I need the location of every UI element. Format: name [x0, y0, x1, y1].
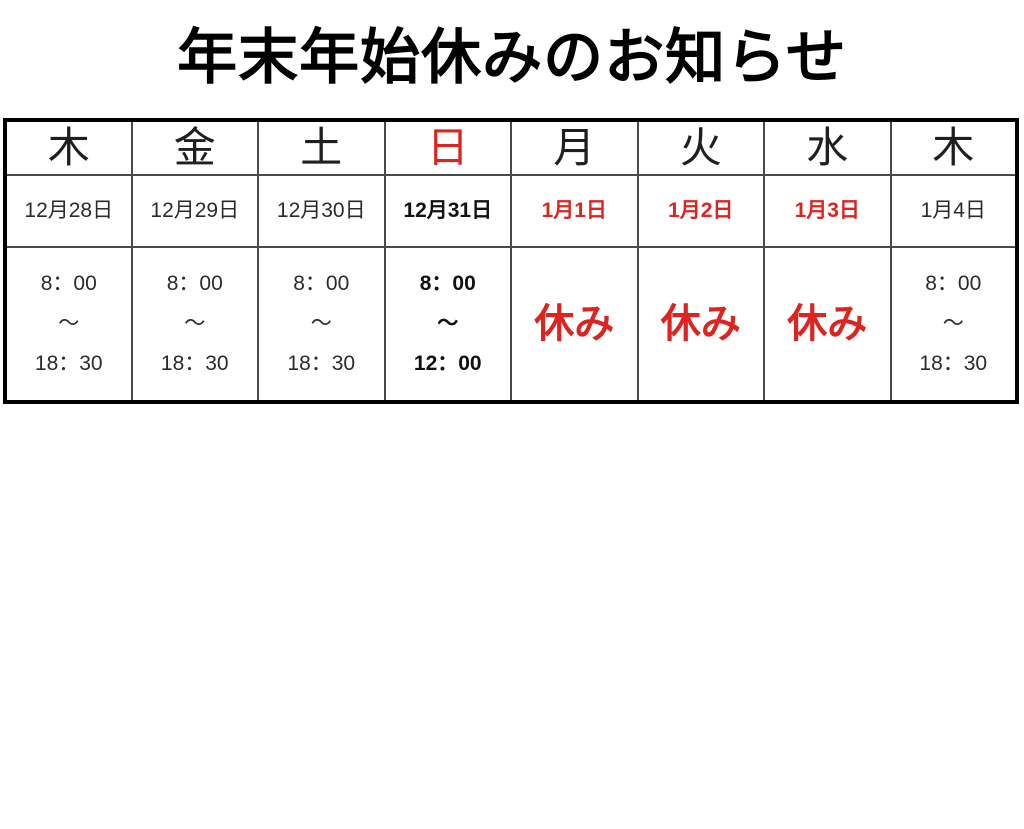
weekday-cell: 水: [763, 119, 892, 176]
weekday-label: 火: [679, 124, 722, 171]
page-title: 年末年始休みのお知らせ: [177, 24, 847, 91]
closed-label: 休み: [787, 302, 868, 346]
date-label-newyearseve: 12月31日: [403, 199, 493, 222]
closed-cell: 休み: [510, 246, 639, 403]
date-cell: 1月1日: [510, 174, 639, 248]
holiday-schedule-table: 木 金 土 日 月 火 水 木 12月28日 12月29日 12月30日 12月…: [3, 118, 1019, 404]
weekday-cell: 木: [889, 119, 1018, 176]
hours-cell: 8：00 ～ 18：30: [130, 246, 259, 403]
close-time: 18：30: [919, 352, 988, 375]
date-cell: 12月30日: [257, 174, 386, 248]
open-time: 8：00: [293, 272, 350, 295]
date-label: 12月28日: [24, 199, 114, 222]
weekday-row: 木 金 土 日 月 火 水 木: [4, 119, 1018, 176]
weekday-cell: 月: [510, 119, 639, 176]
close-time: 12：00: [413, 352, 482, 375]
tilde: ～: [437, 312, 459, 335]
date-cell: 1月2日: [636, 174, 765, 248]
close-time: 18：30: [160, 352, 229, 375]
close-time: 18：30: [287, 352, 356, 375]
weekday-label: 土: [300, 124, 343, 171]
closed-label: 休み: [534, 302, 615, 346]
date-cell: 12月31日: [383, 174, 512, 248]
open-time: 8：00: [925, 272, 982, 295]
close-time: 18：30: [34, 352, 103, 375]
closed-cell: 休み: [636, 246, 765, 403]
weekday-cell: 火: [636, 119, 765, 176]
date-cell: 12月29日: [130, 174, 259, 248]
weekday-label: 金: [173, 124, 216, 171]
tilde: ～: [310, 312, 332, 335]
open-time: 8：00: [40, 272, 97, 295]
hours-cell: 8：00 ～ 18：30: [889, 246, 1018, 403]
date-cell: 1月4日: [889, 174, 1018, 248]
hours-cell: 8：00 ～ 18：30: [257, 246, 386, 403]
date-cell: 1月3日: [763, 174, 892, 248]
open-time: 8：00: [166, 272, 223, 295]
closed-label: 休み: [660, 302, 741, 346]
closed-cell: 休み: [763, 246, 892, 403]
date-label-holiday: 1月1日: [541, 199, 607, 222]
date-label-holiday: 1月3日: [794, 199, 860, 222]
weekday-label-sunday: 日: [426, 124, 469, 171]
tilde: ～: [58, 312, 80, 335]
date-label: 12月30日: [276, 199, 366, 222]
weekday-label: 水: [806, 124, 849, 171]
date-row: 12月28日 12月29日 12月30日 12月31日 1月1日 1月2日 1月…: [4, 174, 1018, 248]
weekday-cell: 土: [257, 119, 386, 176]
weekday-label: 木: [932, 124, 975, 171]
open-time: 8：00: [419, 272, 476, 295]
weekday-cell: 木: [4, 119, 133, 176]
hours-cell: 8：00 ～ 18：30: [4, 246, 133, 403]
date-label: 12月29日: [150, 199, 240, 222]
weekday-cell: 金: [130, 119, 259, 176]
weekday-cell: 日: [383, 119, 512, 176]
hours-row: 8：00 ～ 18：30 8：00 ～ 18：30 8：00 ～ 18：30 8…: [4, 246, 1018, 403]
weekday-label: 木: [47, 124, 90, 171]
tilde: ～: [942, 312, 964, 335]
date-label: 1月4日: [920, 199, 986, 222]
tilde: ～: [184, 312, 206, 335]
hours-cell-shortened: 8：00 ～ 12：00: [383, 246, 512, 403]
weekday-label: 月: [553, 124, 596, 171]
date-cell: 12月28日: [4, 174, 133, 248]
date-label-holiday: 1月2日: [668, 199, 734, 222]
